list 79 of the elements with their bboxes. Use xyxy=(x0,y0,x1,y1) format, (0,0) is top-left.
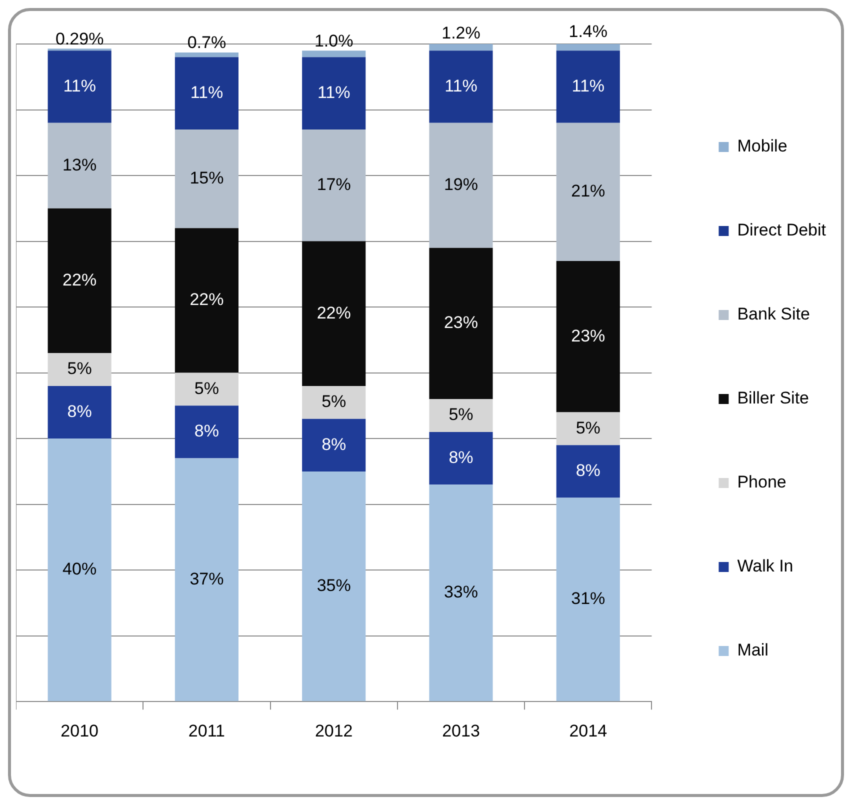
data-label: 21% xyxy=(571,182,606,201)
data-label: 8% xyxy=(448,448,474,467)
data-label: 5% xyxy=(67,359,92,378)
data-label: 33% xyxy=(444,582,478,602)
bar xyxy=(429,484,493,702)
data-label: 11% xyxy=(572,76,605,96)
bar xyxy=(174,129,238,228)
legend-label: Mail xyxy=(737,640,768,660)
data-label: 15% xyxy=(190,168,224,188)
bar xyxy=(302,50,366,58)
bar xyxy=(174,406,238,458)
bar xyxy=(48,353,112,386)
bar xyxy=(302,386,366,419)
data-label: 11% xyxy=(190,83,224,102)
data-label: 8% xyxy=(67,402,92,421)
data-label: 8% xyxy=(322,434,346,454)
data-label: 40% xyxy=(62,560,97,579)
data-label: 35% xyxy=(316,576,351,595)
bar xyxy=(429,50,493,123)
legend-label: Bank Site xyxy=(737,304,810,324)
data-label: 22% xyxy=(62,270,97,290)
bar xyxy=(556,498,620,702)
legend-label: Direct Debit xyxy=(737,220,826,240)
data-label: 5% xyxy=(322,392,346,412)
data-label: 22% xyxy=(190,290,224,310)
bar xyxy=(429,44,493,51)
data-label: 0.7% xyxy=(187,33,226,52)
x-tick-label: 2012 xyxy=(314,721,353,740)
legend-label: Phone xyxy=(737,472,786,492)
data-label: 8% xyxy=(194,422,219,441)
x-tick-label: 2010 xyxy=(60,721,98,740)
data-label: 5% xyxy=(194,378,219,398)
legend-label: Mobile xyxy=(737,136,788,156)
legend-label: Walk In xyxy=(737,556,794,576)
data-label: 23% xyxy=(571,326,606,346)
bar xyxy=(556,261,620,412)
bar xyxy=(174,52,238,58)
data-label: 22% xyxy=(316,303,351,322)
bar xyxy=(429,122,493,248)
x-tick-label: 2014 xyxy=(569,721,608,740)
data-label: 5% xyxy=(448,405,474,424)
data-label: 5% xyxy=(576,418,600,438)
bar xyxy=(174,228,238,373)
bar xyxy=(556,122,620,262)
data-label: 0.29% xyxy=(55,29,104,48)
data-label: 17% xyxy=(316,175,351,194)
data-label: 1.4% xyxy=(568,22,608,42)
bar xyxy=(302,471,366,702)
bar xyxy=(302,129,366,242)
bar xyxy=(302,241,366,386)
data-label: 23% xyxy=(444,313,478,332)
bar xyxy=(174,372,238,406)
bar xyxy=(48,438,112,702)
data-label: 11% xyxy=(317,83,350,102)
bar xyxy=(48,50,112,123)
data-label: 31% xyxy=(571,589,606,608)
bar xyxy=(302,418,366,472)
data-label: 13% xyxy=(62,155,97,174)
bar xyxy=(48,386,112,439)
bar xyxy=(174,458,238,702)
x-tick-label: 2011 xyxy=(188,721,225,740)
x-tick-label: 2013 xyxy=(442,721,480,740)
data-label: 8% xyxy=(576,461,600,480)
bar xyxy=(302,57,366,130)
legend-label: Biller Site xyxy=(737,388,810,408)
bar xyxy=(174,57,238,130)
bar xyxy=(429,432,493,485)
bar xyxy=(429,248,493,400)
bar xyxy=(429,399,493,432)
data-label: 1.0% xyxy=(314,31,354,50)
data-label: 11% xyxy=(63,76,96,96)
bar xyxy=(556,445,620,498)
data-label: 19% xyxy=(444,175,478,194)
data-label: 1.2% xyxy=(442,23,480,42)
data-label: 11% xyxy=(444,76,478,96)
bar xyxy=(556,412,620,446)
bar xyxy=(48,208,112,354)
data-label: 37% xyxy=(190,569,224,588)
bar xyxy=(48,122,112,208)
